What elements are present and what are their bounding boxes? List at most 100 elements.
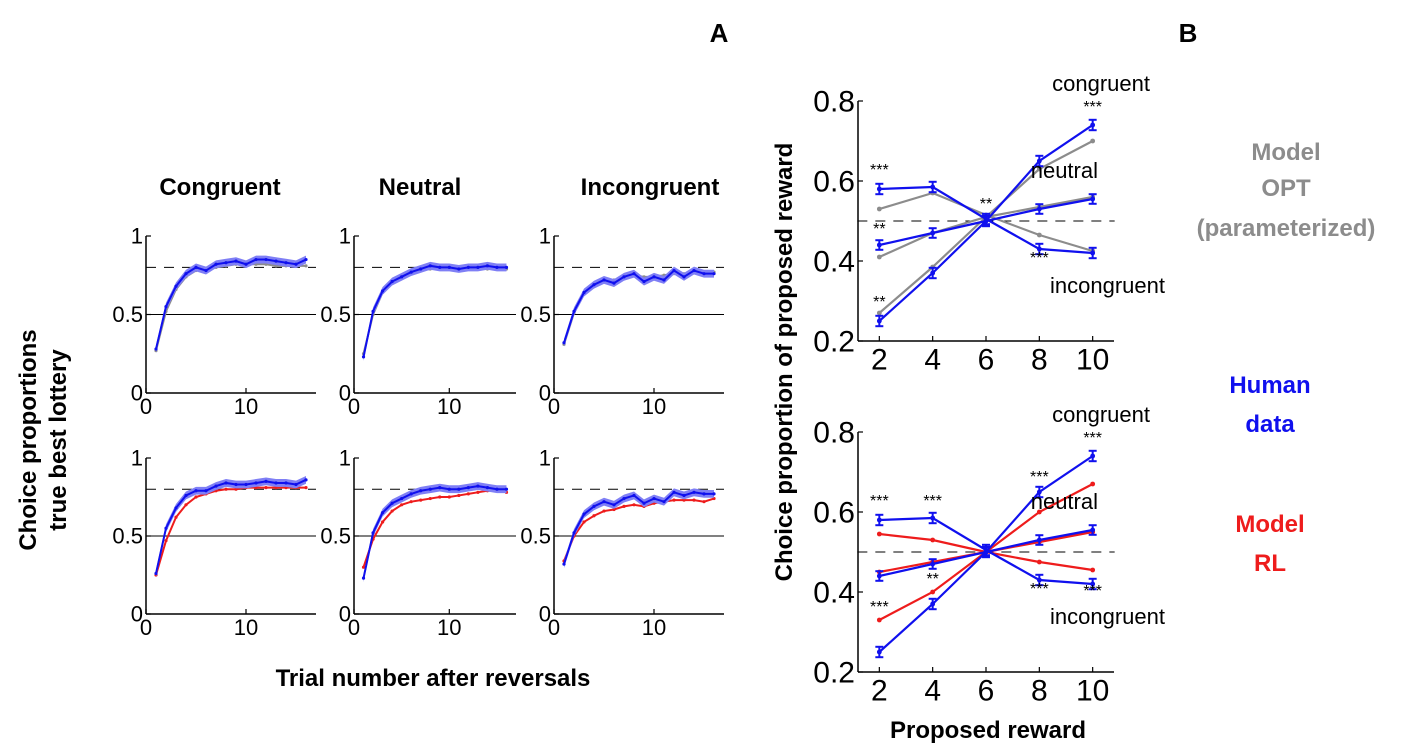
human-sem-band <box>363 261 507 361</box>
legend-human-line1: Human <box>1229 372 1310 399</box>
human-point <box>284 481 288 485</box>
human-point <box>184 493 188 498</box>
panel-a-ylabel-line1: Choice proportions <box>15 329 42 550</box>
x-tick-label: 10 <box>437 394 461 419</box>
human-point <box>254 481 258 485</box>
human-point <box>390 501 394 505</box>
y-tick-label: 0.6 <box>813 497 855 530</box>
chart-3: 00.510 10 <box>520 224 724 419</box>
human-point <box>466 486 470 490</box>
legend-opt-line1: Model <box>1251 139 1320 166</box>
human-point <box>194 265 198 269</box>
human-point <box>400 275 404 279</box>
y-tick-label: 0.2 <box>813 657 855 690</box>
human-point <box>582 290 586 295</box>
rl-point <box>164 539 168 543</box>
human-point <box>612 503 616 507</box>
rl-point <box>390 509 394 513</box>
legend-opt-line2: OPT <box>1261 175 1311 202</box>
x-tick-label: 0 <box>548 394 560 419</box>
human-point <box>164 526 168 530</box>
condition-label-neutral: neutral <box>1031 489 1098 514</box>
human-point <box>264 257 268 262</box>
rl-point <box>224 487 228 491</box>
panel-a-xlabel: Trial number after reversals <box>276 665 591 692</box>
y-tick-label: 0.5 <box>112 302 143 327</box>
significance-stars: *** <box>1030 581 1049 598</box>
opt-neutral-point <box>876 254 882 260</box>
human-line <box>563 491 714 565</box>
rl-point <box>622 504 626 508</box>
human-point <box>224 261 228 265</box>
human-point <box>274 481 278 485</box>
human-point <box>154 571 158 576</box>
condition-label-incongruent: incongruent <box>1050 273 1165 298</box>
human-point <box>409 492 413 496</box>
human-point <box>154 347 158 351</box>
human-point <box>702 272 706 276</box>
human-line <box>155 258 307 350</box>
significance-stars: ** <box>873 221 885 238</box>
human-point <box>304 478 308 482</box>
rl-point <box>409 500 413 504</box>
human-point <box>214 484 218 488</box>
rl-congruent-point <box>876 617 882 623</box>
y-tick-label: 1 <box>539 224 551 249</box>
rl-point <box>466 492 470 496</box>
human-point <box>164 305 168 309</box>
human-point <box>361 576 366 580</box>
significance-stars: *** <box>870 162 889 179</box>
x-tick-label: 8 <box>1031 344 1048 377</box>
human-point <box>632 272 636 276</box>
x-tick-label: 10 <box>1076 344 1109 377</box>
y-tick-label: 0.2 <box>813 326 855 359</box>
rl-point <box>400 503 404 507</box>
human-point <box>264 479 268 483</box>
human-point <box>682 493 686 498</box>
human-point <box>204 489 208 493</box>
y-tick-label: 0 <box>131 381 143 406</box>
y-tick-label: 1 <box>131 446 143 471</box>
human-line <box>362 485 507 579</box>
human-point <box>234 259 238 263</box>
significance-stars: ** <box>873 294 885 311</box>
human-point <box>447 265 451 269</box>
human-sem-band <box>363 482 507 583</box>
opt-line <box>362 267 507 354</box>
human-point <box>244 482 248 487</box>
opt-line <box>563 271 714 345</box>
column-title-neutral: Neutral <box>379 174 462 201</box>
rl-point <box>682 498 686 502</box>
human-point <box>652 496 656 501</box>
rl-incongruent-point <box>1036 559 1042 565</box>
human-point <box>652 275 656 279</box>
y-tick-label: 0 <box>539 381 551 406</box>
y-tick-label: 0.4 <box>813 246 855 279</box>
opt-line <box>155 263 306 351</box>
human-point <box>662 500 666 504</box>
legend-human-line2: data <box>1245 411 1295 438</box>
human-point <box>632 493 636 498</box>
human-sem-band <box>564 488 714 568</box>
y-tick-label: 0.6 <box>813 166 855 199</box>
chart-1: 00.510 10 <box>112 224 316 419</box>
human-point <box>485 264 490 268</box>
panel-label-a: A <box>710 18 729 48</box>
y-tick-label: 0.8 <box>813 86 855 119</box>
human-point <box>294 482 298 487</box>
chart-6: 00.510 10 <box>520 446 724 640</box>
human-point <box>274 259 278 263</box>
x-tick-label: 4 <box>924 344 941 377</box>
human-point <box>562 341 566 345</box>
significance-stars: ** <box>926 571 938 588</box>
significance-stars: ** <box>980 196 992 213</box>
y-tick-label: 0.5 <box>320 524 351 549</box>
x-tick-label: 0 <box>140 394 152 419</box>
human-point <box>622 496 626 501</box>
human-point <box>712 272 716 276</box>
human-point <box>592 504 596 508</box>
human-point <box>174 284 178 288</box>
x-tick-label: 10 <box>437 615 461 640</box>
rl-point <box>184 503 188 507</box>
